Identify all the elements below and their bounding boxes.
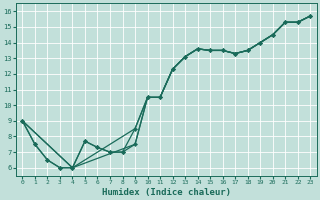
X-axis label: Humidex (Indice chaleur): Humidex (Indice chaleur)	[102, 188, 231, 197]
